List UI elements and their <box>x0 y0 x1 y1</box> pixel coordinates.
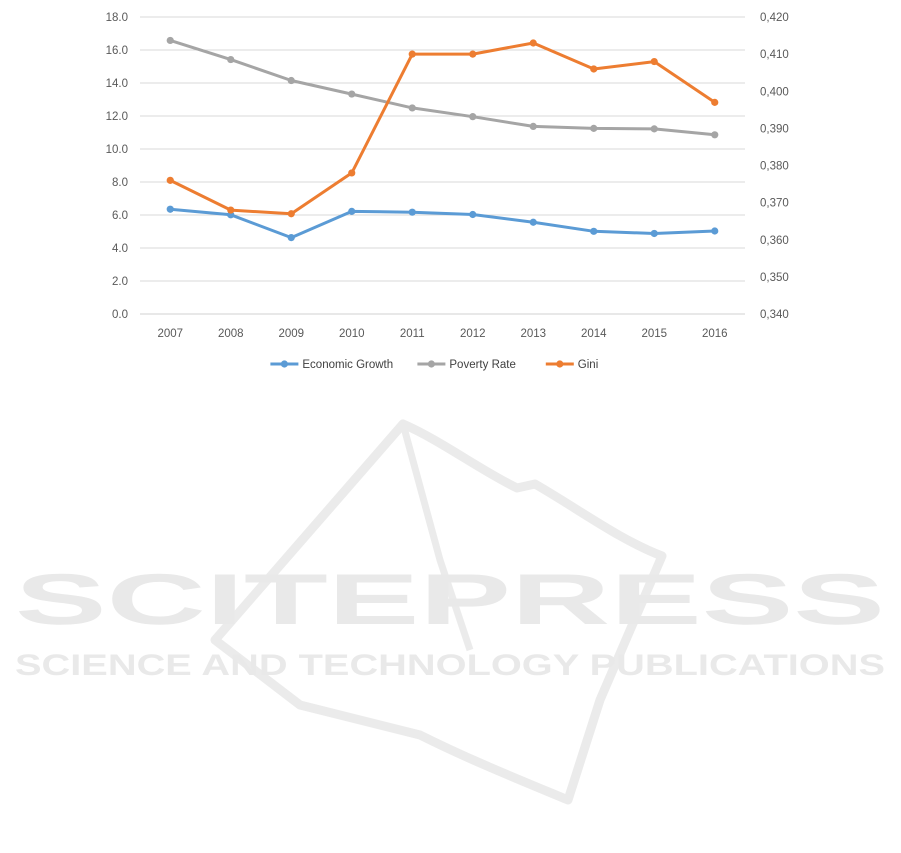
y-right-tick-label: 0,410 <box>760 49 789 61</box>
x-tick-label: 2007 <box>157 328 183 340</box>
legend-item-poverty-rate: Poverty Rate <box>417 359 516 371</box>
data-point <box>166 36 174 45</box>
watermark-title: SCITEPRESS <box>15 560 885 640</box>
data-point <box>469 113 477 121</box>
data-point <box>469 210 477 219</box>
y-axis-right: 0,340 0,350 0,360 0,370 0,380 0,390 0,400 0,410… <box>760 12 789 321</box>
x-tick-label: 2008 <box>218 328 244 340</box>
y-left-tick-label: 16.0 <box>106 45 128 57</box>
gridlines <box>140 16 745 315</box>
y-left-tick-label: 8.0 <box>112 177 128 189</box>
data-point <box>711 98 719 106</box>
x-tick-label: 2011 <box>400 328 425 340</box>
legend-item-economic-growth: Economic Growth <box>270 359 393 371</box>
data-point <box>650 125 658 133</box>
watermark-subtitle: SCIENCE AND TECHNOLOGY PUBLICATIONS <box>15 649 885 682</box>
y-right-tick-label: 0,350 <box>760 272 789 284</box>
data-point <box>408 50 416 58</box>
y-left-tick-label: 0.0 <box>112 309 128 321</box>
x-tick-label: 2016 <box>702 328 728 340</box>
legend-label: Poverty Rate <box>449 359 515 371</box>
y-left-tick-label: 6.0 <box>112 210 128 222</box>
y-left-tick-label: 14.0 <box>106 78 128 90</box>
data-point <box>590 65 598 73</box>
data-point <box>711 131 719 139</box>
watermark-book-icon <box>210 419 667 805</box>
legend-marker <box>427 360 435 368</box>
x-tick-label: 2010 <box>339 328 365 340</box>
legend-marker <box>280 360 288 368</box>
legend: Economic Growth Poverty Rate Gini <box>270 359 598 371</box>
x-tick-label: 2012 <box>460 328 486 340</box>
legend-item-gini: Gini <box>545 359 598 371</box>
data-point <box>287 76 295 85</box>
watermark-book-spine <box>399 423 474 652</box>
y-right-tick-label: 0,400 <box>760 86 789 98</box>
data-point <box>287 234 295 242</box>
data-point <box>529 218 537 226</box>
data-point <box>348 90 356 98</box>
data-point <box>287 210 295 218</box>
legend-label: Economic Growth <box>302 359 393 371</box>
data-point <box>590 227 598 235</box>
data-point <box>529 122 537 130</box>
x-tick-label: 2015 <box>641 328 667 340</box>
y-right-tick-label: 0,390 <box>760 123 789 135</box>
y-left-tick-label: 2.0 <box>112 276 128 288</box>
data-point <box>348 169 356 177</box>
y-right-tick-label: 0,420 <box>760 12 789 24</box>
y-right-tick-label: 0,370 <box>760 198 789 210</box>
data-point <box>227 206 235 214</box>
data-point <box>650 229 658 238</box>
data-point <box>408 208 416 216</box>
data-point <box>711 227 719 235</box>
y-left-tick-label: 18.0 <box>106 12 128 24</box>
y-right-tick-label: 0,380 <box>760 161 789 173</box>
series-line <box>168 207 717 240</box>
data-point <box>166 205 174 213</box>
x-axis: 2007 2008 2009 2010 2011 2012 2013 2014 2015 2016 <box>157 328 727 340</box>
y-left-tick-label: 4.0 <box>112 243 128 255</box>
y-left-tick-label: 12.0 <box>106 111 128 123</box>
data-point <box>529 39 537 47</box>
legend-label: Gini <box>578 359 598 371</box>
y-right-tick-label: 0,340 <box>760 309 789 321</box>
y-left-tick-label: 10.0 <box>106 144 128 156</box>
y-axis-left: 0.0 2.0 4.0 6.0 8.0 10.0 12.0 14.0 16.0 18.0 <box>106 12 128 321</box>
data-point <box>650 57 658 66</box>
series-line <box>168 41 717 216</box>
x-tick-label: 2009 <box>278 328 304 340</box>
data-point <box>227 55 235 64</box>
x-tick-label: 2013 <box>520 328 546 340</box>
data-point <box>166 176 174 184</box>
series-poverty-rate <box>166 36 719 139</box>
data-point <box>590 124 598 132</box>
data-point <box>348 207 356 215</box>
x-tick-label: 2014 <box>581 328 607 340</box>
data-point <box>408 104 416 112</box>
data-point <box>469 50 477 58</box>
legend-marker <box>556 360 564 368</box>
watermark-logo: SCITEPRESS SCIENCE AND TECHNOLOGY PUBLIC… <box>15 419 885 805</box>
series-line <box>168 38 717 137</box>
y-right-tick-label: 0,360 <box>760 235 789 247</box>
series-economic-growth <box>166 205 719 242</box>
series-gini <box>166 39 719 218</box>
series-group <box>166 36 719 242</box>
